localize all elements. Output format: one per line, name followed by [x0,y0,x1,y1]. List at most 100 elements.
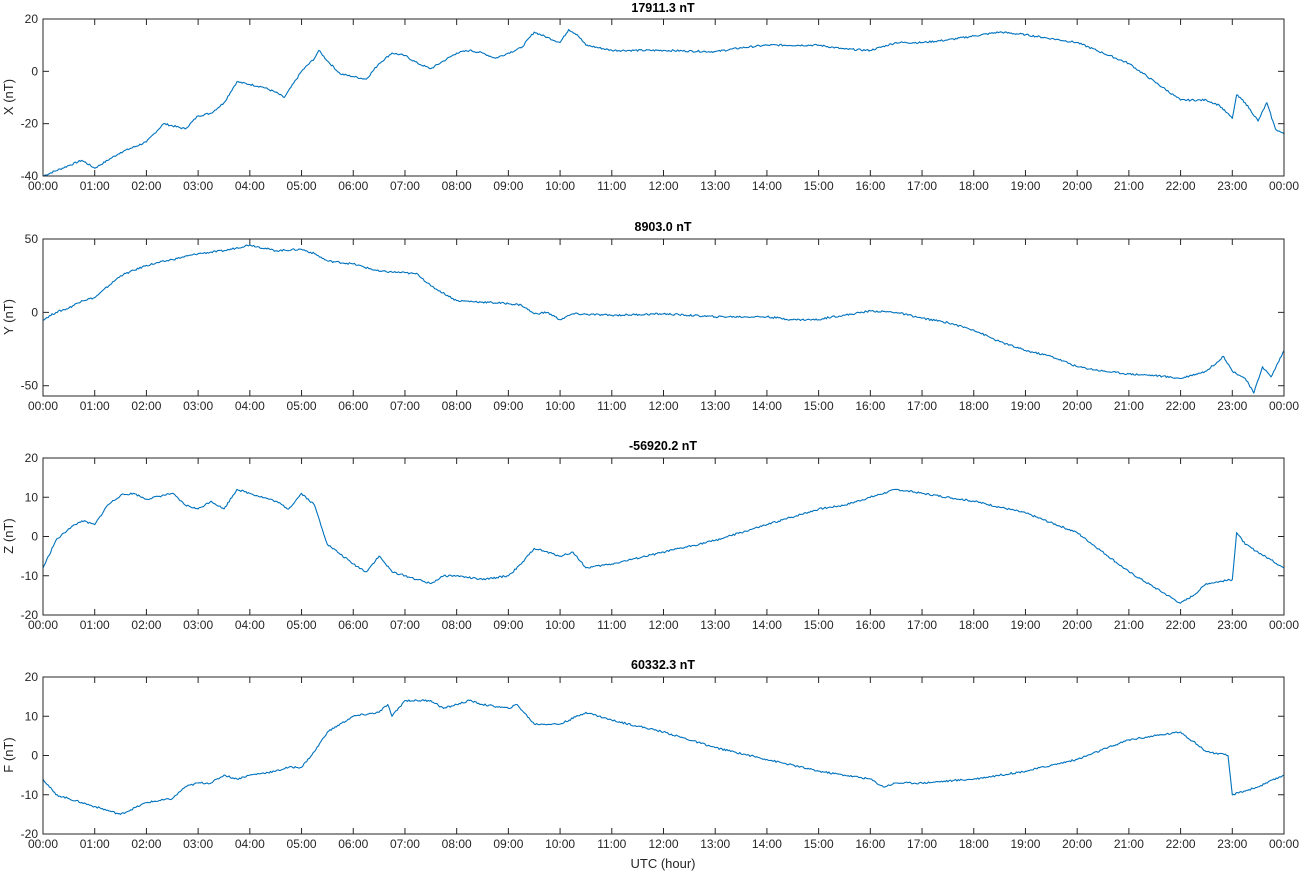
x-tick-label: 09:00 [493,179,523,193]
y-tick-label: 20 [25,670,39,684]
x-tick-label: 22:00 [1166,618,1196,632]
x-tick-label: 04:00 [235,837,265,851]
x-tick-label: 13:00 [700,179,730,193]
x-tick-label: 00:00 [1269,837,1299,851]
x-tick-label: 12:00 [648,399,678,413]
x-tick-label: 14:00 [752,618,782,632]
panel-z: -56920.2 nT Z (nT) 00:00 01:00 02:00 03:00 0… [1,439,1299,632]
x-tick-label: 02:00 [131,399,161,413]
x-tick-label: 03:00 [183,399,213,413]
x-tick-label: 00:00 [28,399,58,413]
x-tick-label: 23:00 [1217,179,1247,193]
series-line [42,488,1285,604]
x-tick-label: 17:00 [907,618,937,632]
x-tick-label: 19:00 [1010,179,1040,193]
panel-x: 17911.3 nT X (nT) 00:00 01:00 02:00 03:00 04… [1,1,1299,193]
x-tick-label: 07:00 [390,618,420,632]
x-tick-label: 17:00 [907,399,937,413]
panel-title: -56920.2 nT [629,439,697,453]
x-tick-label: 22:00 [1166,179,1196,193]
x-tick-label: 18:00 [959,618,989,632]
x-tick-label: 05:00 [287,179,317,193]
axes-frame [42,18,1285,177]
x-tick-label: 10:00 [545,837,575,851]
x-tick-label: 06:00 [338,399,368,413]
x-tick-label: 03:00 [183,179,213,193]
x-tick-label: 05:00 [287,399,317,413]
x-tick-label: 21:00 [1114,837,1144,851]
x-tick-label: 06:00 [338,618,368,632]
x-tick-label: 23:00 [1217,399,1247,413]
x-tick-label: 19:00 [1010,618,1040,632]
x-tick-label: 23:00 [1217,618,1247,632]
x-tick-label: 21:00 [1114,399,1144,413]
x-tick-label: 10:00 [545,179,575,193]
x-tick-label: 22:00 [1166,399,1196,413]
x-tick-label: 13:00 [700,399,730,413]
panel-f: 60332.3 nT F (nT) UTC (hour) 00:00 01:00 0… [1,658,1299,871]
x-tick-label: 14:00 [752,837,782,851]
x-tick-label: 15:00 [804,618,834,632]
y-tick-label: -40 [21,169,39,183]
panel-y: 8903.0 nT Y (nT) 00:00 01:00 02:00 03:00 04:… [1,220,1299,413]
x-tick-label: 02:00 [131,179,161,193]
x-tick-label: 09:00 [493,618,523,632]
x-tick-label: 12:00 [648,837,678,851]
x-tick-label: 20:00 [1062,179,1092,193]
x-tick-label: 16:00 [855,618,885,632]
axes-frame [42,457,1285,616]
y-tick-label: -20 [21,608,39,622]
y-tick-label: 0 [31,530,38,544]
y-tick-label: 10 [25,709,39,723]
x-tick-label: 01:00 [80,399,110,413]
x-tick-label: 05:00 [287,618,317,632]
x-tick-label: 03:00 [183,618,213,632]
x-tick-label: 18:00 [959,399,989,413]
x-tick-label: 08:00 [442,618,472,632]
y-tick-label: 0 [31,749,38,763]
x-tick-label: 17:00 [907,837,937,851]
x-axis-label: UTC (hour) [630,856,695,871]
y-tick-label: -20 [21,827,39,841]
y-axis-label: Z (nT) [1,518,16,553]
y-axis-label: Y (nT) [1,299,16,335]
x-tick-label: 10:00 [545,399,575,413]
x-tick-label: 00:00 [1269,399,1299,413]
x-tick-label: 04:00 [235,399,265,413]
panel-title: 8903.0 nT [635,220,692,234]
y-tick-label: -10 [21,788,39,802]
y-axis-label: X (nT) [1,79,16,115]
x-tick-label: 07:00 [390,179,420,193]
series-line [42,28,1285,177]
y-tick-label: 50 [25,232,39,246]
axes-frame [42,676,1285,835]
x-tick-label: 17:00 [907,179,937,193]
x-tick-label: 16:00 [855,179,885,193]
x-tick-label: 21:00 [1114,179,1144,193]
axes-frame [42,238,1285,397]
x-tick-label: 01:00 [80,837,110,851]
y-tick-label: 20 [25,451,39,465]
x-tick-label: 01:00 [80,618,110,632]
x-tick-label: 01:00 [80,179,110,193]
x-tick-label: 03:00 [183,837,213,851]
x-tick-label: 06:00 [338,179,368,193]
x-tick-label: 00:00 [28,179,58,193]
x-tick-label: 19:00 [1010,837,1040,851]
x-tick-label: 00:00 [28,837,58,851]
x-tick-label: 14:00 [752,179,782,193]
series-line [42,699,1285,815]
x-tick-label: 00:00 [28,618,58,632]
y-tick-label: -50 [21,379,39,393]
x-tick-label: 20:00 [1062,618,1092,632]
x-tick-label: 11:00 [597,399,626,413]
x-tick-label: 08:00 [442,399,472,413]
x-tick-label: 16:00 [855,837,885,851]
x-tick-label: 14:00 [752,399,782,413]
y-tick-label: 20 [25,12,39,26]
x-tick-label: 18:00 [959,179,989,193]
x-tick-label: 11:00 [597,618,626,632]
x-tick-label: 04:00 [235,179,265,193]
y-tick-label: 0 [31,305,38,319]
